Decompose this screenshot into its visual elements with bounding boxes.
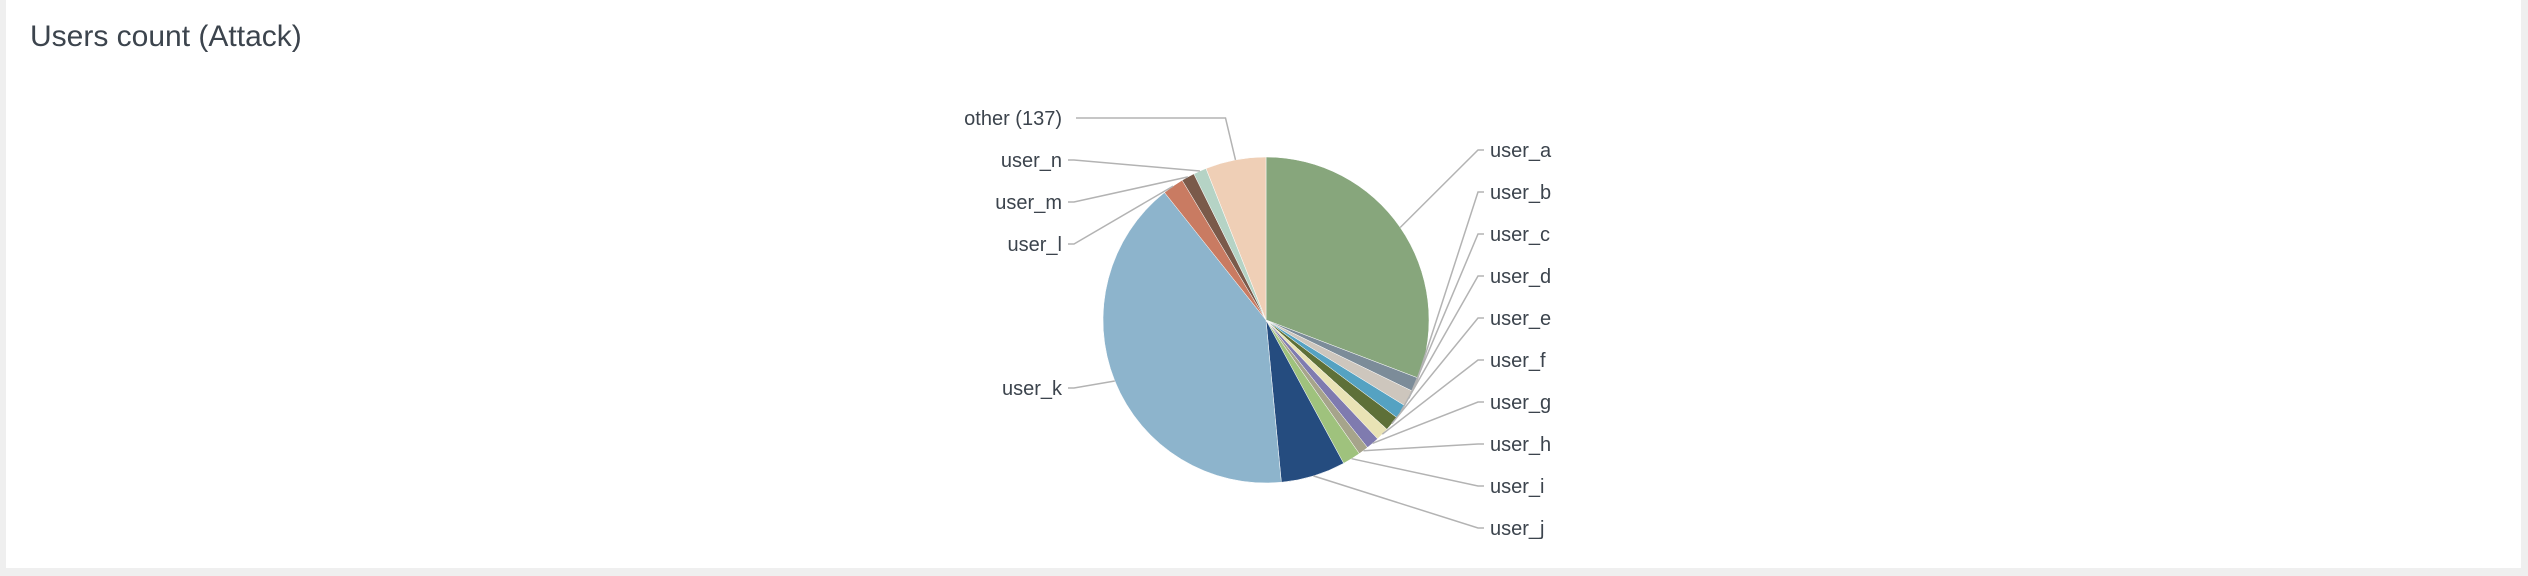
leader-line-user-m xyxy=(1068,176,1189,203)
slice-label-user-m: user_m xyxy=(995,192,1062,214)
slice-label-user-a: user_a xyxy=(1490,140,1552,162)
slice-label-user-b: user_b xyxy=(1490,182,1551,204)
slice-label-user-k: user_k xyxy=(1002,378,1063,400)
leader-line-user-f xyxy=(1381,359,1484,435)
slice-label-user-f: user_f xyxy=(1490,350,1546,372)
leader-line-user-l xyxy=(1068,185,1174,245)
slice-label-user-e: user_e xyxy=(1490,308,1551,330)
slice-label-user-l: user_l xyxy=(1008,234,1062,256)
slice-label-user-i: user_i xyxy=(1490,476,1544,498)
leader-line-user-i xyxy=(1351,457,1484,487)
slice-label-user-g: user_g xyxy=(1490,392,1551,414)
chart-panel: Users count (Attack) user_a user_b user_c u… xyxy=(6,0,2521,568)
leader-line-user-c xyxy=(1408,233,1484,399)
leader-line-user-k xyxy=(1068,380,1115,389)
leader-line-other-137 xyxy=(1076,117,1237,161)
slice-label-user-j: user_j xyxy=(1490,518,1544,540)
leader-line-user-d xyxy=(1400,275,1484,412)
slice-label-other-137: other (137) xyxy=(964,108,1062,130)
panel-title: Users count (Attack) xyxy=(30,20,302,53)
leader-line-user-g xyxy=(1372,401,1484,444)
leader-line-user-n xyxy=(1068,159,1200,172)
pie-chart: user_auser_buser_cuser_duser_euser_fuser… xyxy=(964,108,1552,540)
leader-line-user-j xyxy=(1313,475,1484,529)
leader-line-user-a xyxy=(1399,149,1484,229)
pie-slice-user-k[interactable] xyxy=(1102,192,1282,484)
leader-line-user-h xyxy=(1363,443,1484,452)
slice-label-user-c: user_c xyxy=(1490,224,1550,246)
slice-label-user-h: user_h xyxy=(1490,434,1551,456)
slice-label-user-d: user_d xyxy=(1490,266,1551,288)
slice-label-user-n: user_n xyxy=(1001,150,1062,172)
leader-line-user-e xyxy=(1391,317,1484,424)
leader-line-user-b xyxy=(1414,191,1484,385)
